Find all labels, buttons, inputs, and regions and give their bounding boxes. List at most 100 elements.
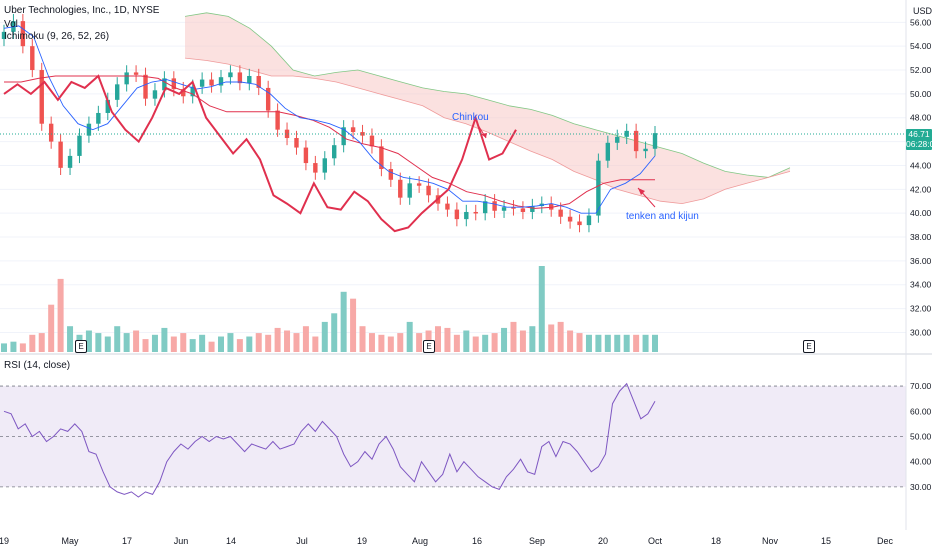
candle-body [39, 70, 44, 124]
tenkan-sen-line [3, 25, 656, 214]
price-axis[interactable]: 30.00 32.00 34.00 36.00 38.00 40.00 42.00 44.00… [910, 17, 932, 337]
volume-bar [199, 334, 206, 352]
candle-body [20, 21, 26, 47]
candle-body [209, 79, 214, 86]
volume-bar [368, 333, 375, 352]
candle-body [284, 129, 290, 139]
volume-label: Vol [4, 19, 18, 30]
candle-body [48, 123, 54, 142]
volume-bar [161, 327, 168, 352]
candle-body [275, 110, 280, 130]
candle-body [501, 207, 507, 211]
candle-body [482, 201, 488, 214]
time-tick-label: 20 [598, 536, 608, 546]
senkou-span-b-line [184, 57, 791, 205]
volume-bar [246, 336, 253, 352]
volume-bar [350, 298, 357, 352]
price-tick-label: 52.00 [910, 65, 932, 75]
earnings-badge-aug[interactable]: E [423, 340, 435, 353]
volume-bar [652, 334, 658, 352]
volume-bar [463, 330, 470, 352]
volume-bar [236, 339, 243, 352]
volume-bar [529, 326, 536, 352]
candle-body [473, 211, 478, 214]
candle-body [341, 127, 346, 146]
candle-body [624, 130, 629, 137]
candle-body [388, 169, 394, 180]
candle-body [332, 145, 337, 159]
time-tick-label: Sep [529, 536, 545, 546]
rsi-tick-label: 40.00 [910, 457, 932, 467]
volume-bar [472, 336, 479, 352]
senkou-span-a-line [184, 12, 791, 178]
time-axis[interactable]: 19 May 17 Jun 14 Jul 19 Aug 16 Sep 20 Oct 18 Nov 15 Dec [0, 536, 893, 546]
volume-bar [595, 334, 602, 352]
candle-body [511, 207, 516, 209]
volume-bar [397, 333, 404, 352]
volume-bar [123, 333, 130, 352]
volume-bar [227, 333, 234, 352]
candle-body [577, 221, 582, 226]
candle-body [492, 201, 497, 211]
candle-body [124, 72, 129, 85]
candle-body [199, 79, 205, 87]
candlesticks [1, 13, 658, 233]
candle-body [567, 216, 573, 222]
price-tick-label: 44.00 [910, 160, 932, 170]
volume-bar [387, 336, 394, 352]
volume-bar [57, 278, 64, 352]
volume-bar [312, 336, 319, 352]
candle-body [445, 203, 450, 210]
time-tick-label: 14 [226, 536, 236, 546]
candle-body [313, 163, 318, 173]
candle-body [190, 86, 195, 97]
volume-bar [67, 326, 74, 352]
earnings-badge-may[interactable]: E [75, 340, 87, 353]
time-tick-label: May [61, 536, 79, 546]
volume-bar [208, 341, 215, 352]
rsi-axis[interactable]: 30.00 40.00 50.00 60.00 70.00 [910, 381, 932, 492]
time-tick-label: Nov [762, 536, 779, 546]
volume-bar [265, 334, 272, 352]
volume-bar [614, 334, 621, 352]
earnings-badge-nov[interactable]: E [803, 340, 815, 353]
volume-bar [482, 334, 489, 352]
candle-body [105, 99, 110, 113]
price-tick-label: 34.00 [910, 280, 932, 290]
volume-bar [85, 330, 92, 352]
last-price-tag: 46.71 06:28:0 [906, 129, 932, 150]
bar-countdown: 06:28:0 [906, 139, 932, 149]
time-tick-label: 19 [357, 536, 367, 546]
volume-bar [538, 266, 545, 352]
volume-bar [557, 321, 564, 352]
volume-bar [142, 339, 149, 352]
volume-bar [38, 333, 45, 352]
candle-body [652, 133, 658, 149]
volume-bar [416, 333, 423, 352]
volume-bar [633, 334, 640, 352]
volume-bar [642, 334, 649, 352]
candle-body [1, 31, 7, 40]
volume-bar [510, 321, 517, 352]
candle-body [218, 77, 224, 86]
candle-body [454, 209, 460, 220]
candle-body [256, 75, 261, 88]
candle-body [152, 90, 158, 99]
volume-bar [576, 333, 583, 352]
time-tick-label: Oct [648, 536, 663, 546]
time-tick-label: 18 [711, 536, 721, 546]
volume-bar [1, 343, 7, 352]
price-tick-label: 42.00 [910, 184, 932, 194]
time-tick-label: Aug [412, 536, 428, 546]
candle-body [30, 46, 35, 71]
chikou-span-line [3, 74, 517, 233]
volume-bar [501, 327, 508, 352]
price-tick-label: 40.00 [910, 208, 932, 218]
price-tick-label: 56.00 [910, 17, 932, 27]
volume-bar [359, 326, 366, 352]
candle-body [322, 158, 327, 173]
candle-body [586, 215, 592, 226]
rsi-tick-label: 70.00 [910, 381, 932, 391]
volume-bar [604, 334, 611, 352]
